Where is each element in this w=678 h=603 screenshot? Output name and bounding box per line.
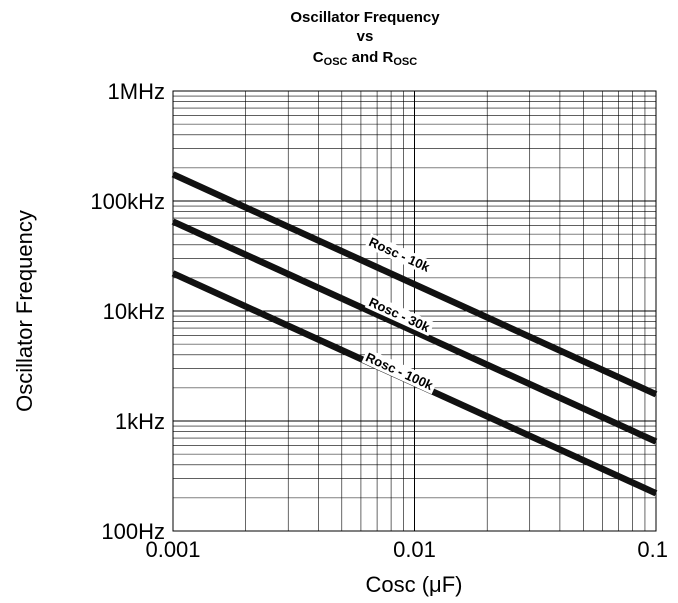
title-and: and [352,49,379,66]
grid [172,91,656,532]
chart-title-line-3: COSC and ROSC [313,49,417,68]
series-line-1 [171,171,658,398]
series-label-bg-1 [364,233,435,276]
x-axis-label-unit: F) [442,572,463,597]
y-tick-label: 1MHz [108,79,165,104]
y-tick-label: 100Hz [101,519,165,544]
y-tick-label: 100kHz [90,189,165,214]
title-c: C [313,49,324,66]
y-tick-label: 10kHz [103,299,165,324]
x-axis-label: Cosc (μF) [365,572,462,597]
series-label-3: Rosc - 100k [363,349,436,393]
x-axis-label-text: Cosc ( [365,572,429,597]
y-tick-label: 1kHz [115,409,165,434]
title-r: R [383,49,394,66]
y-axis-label: Oscillator Frequency [12,210,37,412]
x-tick-label: 0.001 [145,537,200,562]
chart-title-line-1: Oscillator Frequency [290,9,440,26]
series-label-bg-2 [364,293,435,337]
title-r-sub: OSC [393,56,417,68]
series-line-2 [171,218,658,445]
x-tick-label: 0.1 [637,537,668,562]
x-axis-label-mu: μ [429,572,442,597]
series-label-bg-3 [361,348,438,395]
title-c-sub: OSC [324,56,348,68]
chart-title-line-2: vs [357,28,374,45]
x-tick-label: 0.01 [393,537,436,562]
plot-frame [172,90,657,532]
